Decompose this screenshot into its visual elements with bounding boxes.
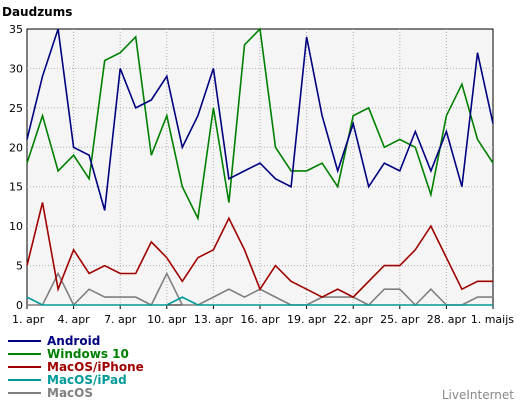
legend-label-windows-10: Windows 10 (47, 347, 129, 361)
y-tick-label: 25 (9, 102, 23, 115)
y-tick-label: 15 (9, 181, 23, 194)
x-tick-label: 25. apr (380, 313, 420, 326)
y-tick-label: 5 (16, 260, 23, 273)
x-tick-label: 1. maijs (471, 313, 515, 326)
x-tick-label: 10. apr (147, 313, 187, 326)
series-lines (26, 27, 494, 307)
y-tick-label: 35 (9, 23, 23, 36)
x-tick-label: 1. apr (12, 313, 45, 326)
x-tick-label: 7. apr (104, 313, 137, 326)
legend-label-android: Android (47, 334, 100, 348)
x-tick-label: 28. apr (427, 313, 467, 326)
legend-label-macos-iphone: MacOS/iPhone (47, 360, 144, 374)
x-tick-label: 13. apr (194, 313, 234, 326)
chart-title: Daudzums (2, 5, 72, 19)
y-tick-label: 30 (9, 62, 23, 75)
legend-label-macos-ipad: MacOS/iPad (47, 373, 127, 387)
series-line-macos-iphone (26, 202, 493, 299)
series-line-macos-ipad (26, 296, 493, 306)
y-tick-label: 20 (9, 141, 23, 154)
y-tick-label: 10 (9, 220, 23, 233)
x-tick-label: 16. apr (240, 313, 280, 326)
axes: 0 5 10 15 20 25 30 35 1. apr 4. apr 7. apr 10. apr 1… (9, 23, 514, 326)
credit-text: LiveInternet (442, 388, 514, 402)
x-tick-label: 19. apr (287, 313, 327, 326)
legend-label-macos: MacOS (47, 386, 93, 400)
x-tick-label: 4. apr (57, 313, 90, 326)
x-tick-label: 22. apr (334, 313, 374, 326)
series-line-android (26, 28, 494, 211)
y-tick-label: 0 (16, 299, 23, 312)
series-line-windows-10 (26, 27, 494, 221)
